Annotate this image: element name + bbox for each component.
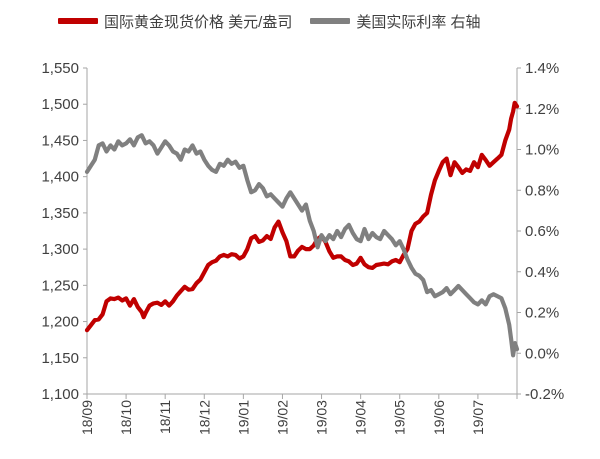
x-tick-label: 18/10 <box>118 400 134 435</box>
left-y-tick-label: 1,250 <box>41 277 79 294</box>
x-tick-label: 18/09 <box>79 400 95 435</box>
right-y-tick-label: 1.4% <box>525 60 559 77</box>
real-rate-line <box>84 133 520 358</box>
left-y-tick-label: 1,200 <box>41 314 79 331</box>
left-y-tick-label: 1,300 <box>41 241 79 258</box>
x-tick-label: 19/03 <box>314 400 330 435</box>
right-y-tick-label: -0.2% <box>525 386 564 403</box>
left-y-tick-label: 1,150 <box>41 350 79 367</box>
legend-label-rate: 美国实际利率 右轴 <box>356 13 481 31</box>
right-y-tick-label: 0.6% <box>525 223 559 240</box>
gold-price-line <box>84 100 520 333</box>
x-tick-label: 19/05 <box>392 400 408 435</box>
x-tick-label: 18/12 <box>196 400 212 435</box>
x-tick-label: 19/07 <box>470 400 486 435</box>
left-y-tick-label: 1,450 <box>41 132 79 149</box>
x-tick-label: 19/06 <box>431 400 447 435</box>
left-y-tick-label: 1,400 <box>41 169 79 186</box>
legend-item-gold-price: 国际黄金现货价格 美元/盎司 <box>58 11 292 32</box>
x-tick-label: 19/01 <box>235 400 251 435</box>
left-y-tick-label: 1,550 <box>41 60 79 77</box>
legend-swatch-gold <box>58 18 98 24</box>
left-y-tick-label: 1,350 <box>41 205 79 222</box>
right-y-tick-label: 0.4% <box>525 264 559 281</box>
x-tick-label: 19/02 <box>274 400 290 435</box>
right-y-tick-label: 0.2% <box>525 305 559 322</box>
right-y-tick-label: 0.0% <box>525 345 559 362</box>
right-y-tick-label: 1.0% <box>525 142 559 159</box>
legend-item-real-rate: 美国实际利率 右轴 <box>310 11 481 32</box>
legend-label-gold: 国际黄金现货价格 美元/盎司 <box>104 13 293 31</box>
right-y-tick-label: 1.2% <box>525 101 559 118</box>
left-y-tick-label: 1,500 <box>41 96 79 113</box>
right-y-tick-label: 0.8% <box>525 182 559 199</box>
x-tick-label: 18/11 <box>157 400 173 434</box>
legend-swatch-rate <box>310 18 351 24</box>
chart-legend: 国际黄金现货价格 美元/盎司 美国实际利率 右轴 <box>58 8 592 34</box>
left-y-tick-label: 1,100 <box>41 386 79 403</box>
x-tick-label: 19/04 <box>353 400 369 435</box>
